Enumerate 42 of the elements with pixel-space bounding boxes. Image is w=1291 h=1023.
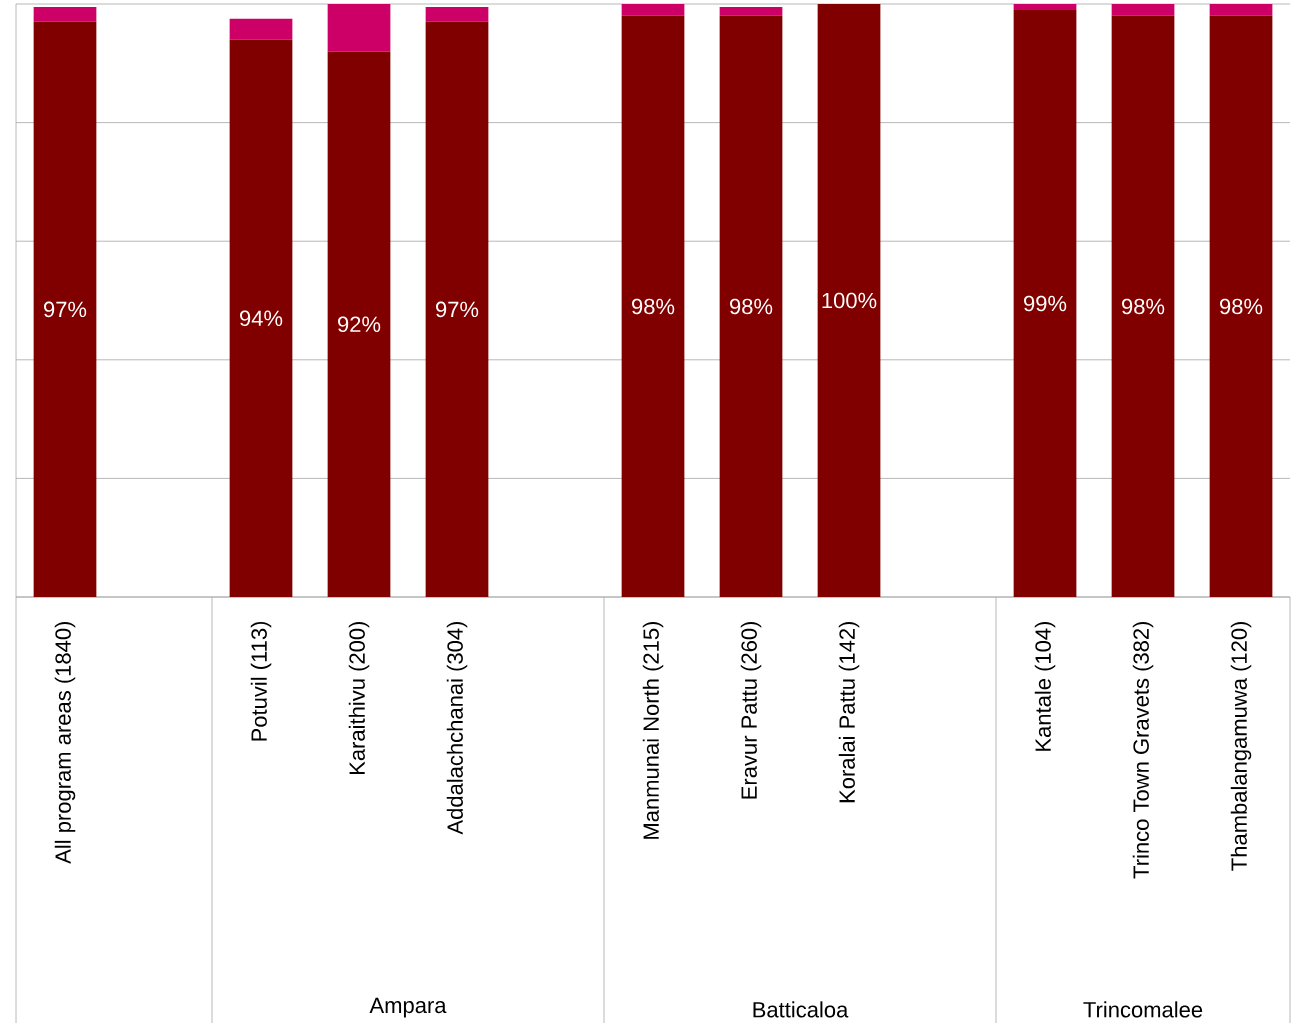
x-tick-label: Eravur Pattu (260) (740, 621, 762, 799)
text: Ampara (369, 997, 447, 1018)
data-label: 98% (1220, 298, 1263, 315)
bar (1209, 4, 1273, 16)
bar (33, 21, 97, 598)
text: Trincomalee (1083, 1001, 1203, 1018)
bar (1209, 15, 1273, 598)
x-tick-label: All program areas (1840) (54, 621, 76, 864)
bar (1013, 4, 1077, 10)
bar (719, 6, 783, 16)
bar (621, 15, 685, 598)
bar (327, 51, 391, 598)
data-label: 99% (1024, 295, 1067, 312)
bar (229, 18, 293, 40)
bar (719, 15, 783, 598)
x-tick-label: Potuvil (113) (250, 621, 272, 741)
data-label: 94% (240, 310, 283, 327)
x-tick-label: Trinco Town Gravets (382) (1132, 621, 1154, 879)
x-tick-label: Kantale (104) (1034, 621, 1056, 751)
bar (33, 6, 97, 22)
bar (229, 39, 293, 598)
x-tick-label: Koralai Pattu (142) (838, 621, 860, 803)
x-tick-label: Karaithivu (200) (348, 621, 370, 775)
text: Batticaloa (753, 1001, 849, 1018)
bar (327, 4, 391, 52)
data-label: 98% (730, 298, 773, 315)
bar (425, 6, 489, 22)
bar (817, 4, 881, 598)
data-label: 97% (436, 301, 479, 318)
data-label: 100% (822, 292, 877, 309)
bar (425, 21, 489, 598)
data-label: 97% (44, 301, 87, 318)
bar (1013, 9, 1077, 598)
bar (621, 4, 685, 16)
x-tick-label: Addalachchanai (304) (446, 621, 468, 835)
data-label: 92% (338, 316, 381, 333)
bar (1111, 15, 1175, 598)
bar (1111, 4, 1175, 16)
data-label: 98% (1122, 298, 1165, 315)
data-label: 98% (632, 298, 675, 315)
x-tick-label: Thambalangamuwa (120) (1230, 621, 1252, 871)
x-tick-label: Manmunai North (215) (642, 621, 664, 839)
